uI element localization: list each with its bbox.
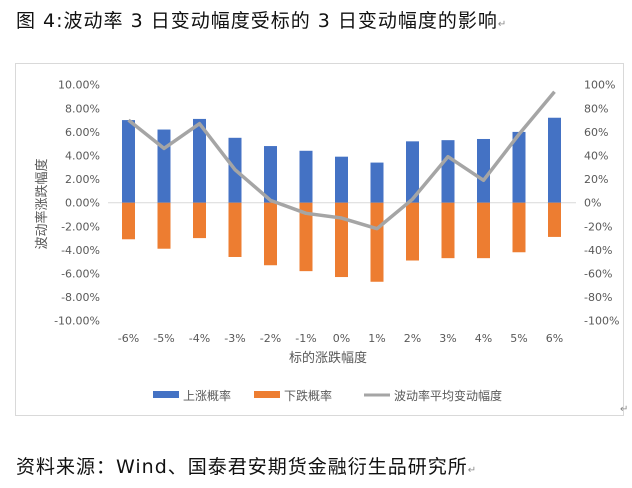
x-tick-label: 5% [510, 332, 527, 345]
right-tick-label: 80% [584, 102, 608, 115]
left-tick-label: 2.00% [65, 173, 100, 186]
down-probability-bar [406, 202, 419, 261]
legend-item: 波动率平均变动幅度 [364, 388, 502, 403]
up-probability-bar [548, 117, 561, 203]
up-probability-bar [441, 140, 455, 203]
right-tick-label: -100% [584, 315, 619, 328]
x-tick-label: -4% [189, 332, 210, 345]
legend-swatch-icon [254, 391, 280, 398]
down-probability-bar [299, 202, 313, 272]
up-probability-bar [512, 131, 526, 203]
right-axis: 100% 80% 60% 40% 20% 0% -20% -40% -60% -80% -100% [584, 79, 619, 328]
right-tick-label: 20% [584, 173, 608, 186]
up-probability-bar [477, 138, 490, 203]
left-tick-label: 0.00% [65, 197, 100, 210]
paragraph-mark: ↵ [620, 404, 629, 415]
right-tick-label: 100% [584, 79, 615, 92]
right-tick-label: 0% [584, 197, 601, 210]
legend-label: 上涨概率 [183, 388, 231, 403]
x-tick-label: 2% [404, 332, 421, 345]
legend: 上涨概率 下跌概率 波动率平均变动幅度 [153, 388, 502, 403]
paragraph-mark: ↵ [497, 19, 508, 30]
x-tick-label: -6% [118, 332, 139, 345]
right-tick-label: -20% [584, 220, 612, 233]
right-tick-label: -80% [584, 291, 612, 304]
left-axis: 10.00% 8.00% 6.00% 4.00% 2.00% 0.00% -2.00% -4.… [54, 79, 100, 328]
down-probability-bar [441, 202, 455, 259]
left-tick-label: -10.00% [54, 315, 100, 328]
legend-swatch-icon [153, 391, 179, 398]
x-tick-label: -1% [295, 332, 316, 345]
right-tick-label: 60% [584, 126, 608, 139]
legend-item: 下跌概率 [254, 388, 332, 403]
legend-label: 下跌概率 [284, 388, 332, 403]
down-probability-bar [264, 202, 277, 266]
down-probability-bar [477, 202, 490, 259]
x-axis-title: 标的涨跌幅度 [289, 350, 367, 366]
x-tick-label: 3% [439, 332, 456, 345]
x-tick-label: -5% [153, 332, 174, 345]
right-tick-label: 40% [584, 150, 608, 163]
down-probability-bar [548, 202, 561, 237]
x-tick-label: -2% [260, 332, 281, 345]
x-tick-label: 6% [546, 332, 563, 345]
bar-series [122, 117, 561, 282]
figure-title: 图 4:波动率 3 日变动幅度受标的 3 日变动幅度的影响↵ [16, 6, 507, 33]
source-text: 资料来源：Wind、国泰君安期货金融衍生品研究所 [16, 456, 468, 478]
up-probability-bar [370, 162, 384, 203]
up-probability-bar [264, 146, 277, 203]
figure-title-text: 图 4:波动率 3 日变动幅度受标的 3 日变动幅度的影响 [16, 10, 498, 32]
down-probability-bar [512, 202, 526, 253]
source-note: 资料来源：Wind、国泰君安期货金融衍生品研究所↵ [16, 452, 477, 479]
down-probability-bar [157, 202, 171, 249]
x-axis: -6% -5% -4% -3% -2% -1% 0% 1% 2% 3% 4% 5% 6% [118, 332, 563, 345]
line-series [127, 90, 556, 231]
left-tick-label: 8.00% [65, 102, 100, 115]
down-probability-bar [370, 202, 384, 282]
down-probability-bar [122, 202, 135, 240]
x-tick-label: 4% [475, 332, 492, 345]
legend-label: 波动率平均变动幅度 [394, 388, 502, 403]
up-probability-bar [299, 150, 313, 203]
up-probability-bar [193, 118, 206, 203]
paragraph-mark: ↵ [467, 465, 478, 476]
x-tick-label: 0% [333, 332, 350, 345]
left-tick-label: -6.00% [61, 268, 100, 281]
left-tick-label: 4.00% [65, 150, 100, 163]
legend-item: 上涨概率 [153, 388, 231, 403]
up-probability-bar [157, 129, 171, 203]
up-probability-bar [406, 141, 419, 203]
down-probability-bar [193, 202, 206, 239]
combo-chart: 10.00% 8.00% 6.00% 4.00% 2.00% 0.00% -2.00% -4.… [34, 79, 619, 403]
x-tick-label: -3% [224, 332, 245, 345]
down-probability-bar [228, 202, 242, 257]
left-tick-label: -2.00% [61, 220, 100, 233]
left-tick-label: -8.00% [61, 291, 100, 304]
x-tick-label: 1% [368, 332, 385, 345]
down-probability-bar [335, 202, 348, 278]
up-probability-bar [122, 120, 135, 203]
right-tick-label: -40% [584, 244, 612, 257]
right-tick-label: -60% [584, 268, 612, 281]
left-tick-label: -4.00% [61, 244, 100, 257]
left-tick-label: 6.00% [65, 126, 100, 139]
left-tick-label: 10.00% [58, 79, 100, 92]
chart-area: 10.00% 8.00% 6.00% 4.00% 2.00% 0.00% -2.00% -4.… [15, 63, 624, 416]
up-probability-bar [335, 156, 348, 203]
y-axis-title: 波动率涨跌幅度 [34, 158, 50, 249]
